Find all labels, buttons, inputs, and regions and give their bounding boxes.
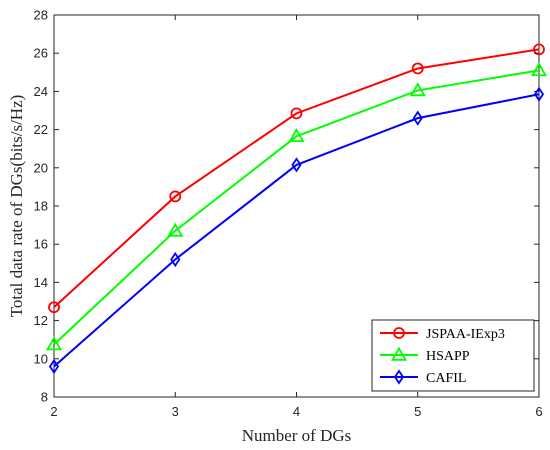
- data-point-jspaa-iexp3: [411, 62, 424, 75]
- y-tick-label: 20: [34, 160, 48, 175]
- series-jspaa-iexp3: [48, 43, 545, 314]
- ticks-layer: 2 3 4 5 6 8 10 12 14 16 18 20 22 24 26 28: [34, 8, 543, 420]
- y-tick-label: 26: [34, 46, 48, 61]
- y-axis-title: Total data rate of DGs(bits/s/Hz): [7, 95, 26, 318]
- data-point-cafil: [48, 358, 60, 375]
- data-point-hsapp: [409, 82, 426, 97]
- series-cafil: [48, 86, 545, 375]
- data-point-jspaa-iexp3: [290, 107, 303, 120]
- legend-marker-hsapp: [390, 346, 408, 361]
- x-tick-label: 2: [50, 404, 57, 419]
- legend: JSPAA-IExp3 HSAPP CAFIL: [371, 319, 535, 392]
- y-tick-label: 12: [34, 313, 48, 328]
- y-tick-label: 14: [34, 275, 48, 290]
- data-point-cafil: [170, 251, 181, 268]
- data-point-hsapp: [45, 336, 63, 351]
- data-point-hsapp: [167, 222, 184, 237]
- data-point-cafil: [533, 86, 545, 102]
- data-point-hsapp: [288, 127, 305, 143]
- y-tick-label: 28: [34, 8, 48, 23]
- series-line-cafil: [53, 93, 540, 368]
- x-axis-title: Number of DGs: [242, 426, 352, 445]
- legend-marker-jspaa-iexp3: [393, 327, 405, 339]
- y-tick-label: 18: [34, 199, 48, 214]
- legend-label-hsapp: HSAPP: [426, 349, 470, 364]
- y-tick-label: 8: [41, 390, 48, 405]
- y-tick-label: 22: [34, 122, 48, 137]
- y-tick-label: 10: [34, 351, 48, 366]
- data-point-jspaa-iexp3: [169, 190, 182, 203]
- series-hsapp: [45, 62, 548, 351]
- data-point-jspaa-iexp3: [533, 43, 545, 56]
- series-line-hsapp: [53, 69, 540, 346]
- x-tick-label: 5: [414, 404, 421, 419]
- series-line-jspaa-iexp3: [53, 48, 540, 308]
- x-tick-label: 4: [293, 404, 300, 419]
- legend-label-cafil: CAFIL: [426, 371, 466, 386]
- x-tick-label: 6: [535, 404, 542, 419]
- series-layer: [45, 43, 548, 375]
- data-point-hsapp: [530, 62, 548, 77]
- y-tick-label: 16: [34, 237, 48, 252]
- x-tick-label: 3: [172, 404, 179, 419]
- legend-label-jspaa-iexp3: JSPAA-IExp3: [426, 327, 505, 342]
- data-point-jspaa-iexp3: [48, 301, 60, 314]
- y-tick-label: 24: [34, 84, 48, 99]
- data-point-cafil: [291, 157, 302, 173]
- data-point-cafil: [412, 110, 423, 126]
- legend-marker-cafil: [393, 369, 405, 385]
